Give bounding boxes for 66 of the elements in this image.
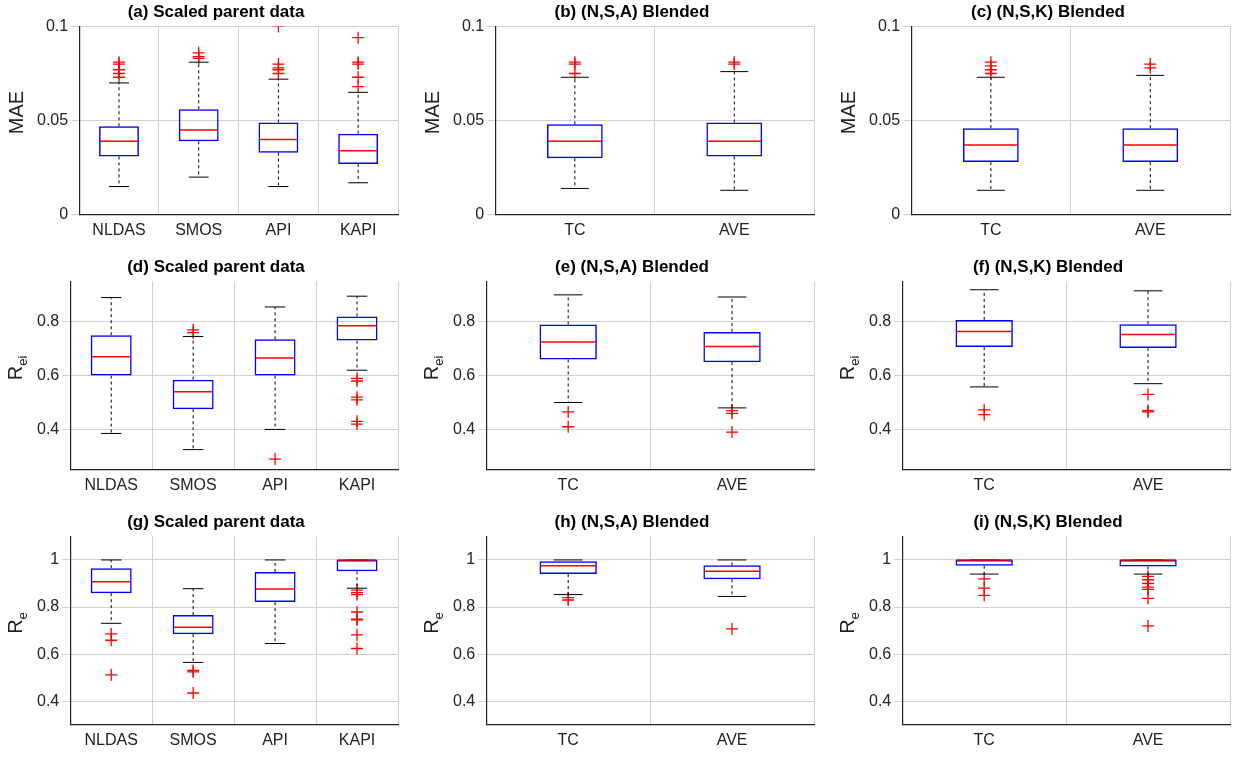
- y-tick-label: 0.8: [868, 312, 892, 330]
- chart-title: (a) Scaled parent data: [127, 1, 305, 21]
- y-tick-label: 0.6: [868, 644, 892, 662]
- x-tick-label: SMOS: [175, 220, 223, 238]
- y-tick-label: 0.4: [452, 419, 476, 437]
- y-tick-label: 0.8: [36, 312, 60, 330]
- y-tick-label: 0.6: [36, 644, 60, 662]
- x-tick-label: AVE: [1132, 475, 1164, 493]
- y-tick-label: 0.8: [868, 597, 892, 615]
- x-tick-label: TC: [557, 475, 579, 493]
- y-tick-label: 1: [882, 550, 892, 568]
- y-tick-label: 0.6: [868, 366, 892, 384]
- chart-title: (d) Scaled parent data: [127, 256, 306, 276]
- y-tick-label: 0.05: [869, 111, 901, 129]
- chart-title: (h) (N,S,A) Blended: [554, 511, 710, 531]
- x-tick-label: NLDAS: [84, 730, 138, 748]
- x-tick-label: NLDAS: [92, 220, 146, 238]
- x-tick-label: API: [265, 220, 292, 238]
- x-tick-label: SMOS: [169, 475, 217, 493]
- y-tick-label: 0.1: [45, 16, 69, 34]
- x-tick-label: KAPI: [338, 475, 376, 493]
- y-tick-label: 1: [50, 550, 60, 568]
- y-tick-label: 0.8: [36, 597, 60, 615]
- x-tick-label: TC: [564, 220, 586, 238]
- chart-title: (b) (N,S,A) Blended: [554, 1, 710, 21]
- chart-title: (i) (N,S,K) Blended: [973, 511, 1123, 531]
- y-tick-label: 0.6: [36, 366, 60, 384]
- y-tick-label: 0.1: [877, 16, 901, 34]
- y-tick-label: 0.6: [452, 366, 476, 384]
- x-tick-label: API: [262, 730, 288, 748]
- y-tick-label: 1: [466, 550, 476, 568]
- y-tick-label: 0.4: [868, 419, 892, 437]
- x-tick-label: API: [262, 475, 288, 493]
- x-tick-label: AVE: [718, 220, 750, 238]
- y-tick-label: 0.05: [453, 111, 485, 129]
- x-tick-label: TC: [973, 475, 995, 493]
- y-tick-label: 0: [891, 205, 901, 223]
- chart-title: (c) (N,S,K) Blended: [971, 1, 1125, 21]
- x-tick-label: KAPI: [339, 220, 377, 238]
- chart-title: (f) (N,S,K) Blended: [972, 256, 1124, 276]
- chart-title: (e) (N,S,A) Blended: [555, 256, 709, 276]
- x-tick-label: AVE: [716, 730, 748, 748]
- y-tick-label: 0.1: [461, 16, 485, 34]
- x-tick-label: AVE: [716, 475, 748, 493]
- y-axis-title: MAE: [5, 90, 29, 135]
- x-tick-label: AVE: [1132, 730, 1164, 748]
- x-tick-label: SMOS: [169, 730, 217, 748]
- x-tick-label: NLDAS: [84, 475, 138, 493]
- x-tick-label: AVE: [1134, 220, 1166, 238]
- y-tick-label: 0: [475, 205, 485, 223]
- y-tick-label: 0: [59, 205, 69, 223]
- y-tick-label: 0.05: [37, 111, 69, 129]
- x-tick-label: KAPI: [338, 730, 376, 748]
- y-axis-title: MAE: [421, 90, 445, 135]
- y-tick-label: 0.8: [452, 597, 476, 615]
- chart-title: (g) Scaled parent data: [127, 511, 306, 531]
- x-tick-label: TC: [973, 730, 995, 748]
- y-tick-label: 0.4: [36, 419, 60, 437]
- y-tick-label: 0.4: [868, 691, 892, 709]
- y-tick-label: 0.4: [36, 691, 60, 709]
- y-tick-label: 0.8: [452, 312, 476, 330]
- y-axis-title: MAE: [837, 90, 861, 135]
- y-tick-label: 0.4: [452, 691, 476, 709]
- y-tick-label: 0.6: [452, 644, 476, 662]
- x-tick-label: TC: [980, 220, 1002, 238]
- x-tick-label: TC: [557, 730, 579, 748]
